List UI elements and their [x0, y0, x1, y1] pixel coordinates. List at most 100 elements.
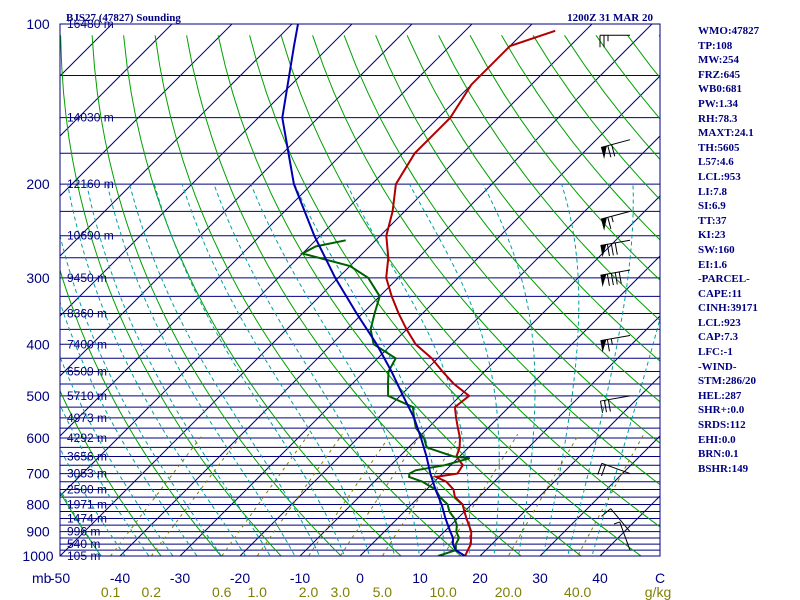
height-label: 4973 m [67, 411, 107, 425]
isotherm-line [119, 24, 653, 556]
height-label: 4292 m [67, 431, 107, 445]
dry-adiabat-line [91, 35, 342, 556]
wind-barb-shaft [619, 521, 631, 551]
moist-adiabat-line [60, 300, 198, 556]
temperature-tick-label: 10 [412, 570, 428, 586]
index-item: -PARCEL- [698, 273, 750, 286]
mixing-ratio-line [339, 433, 422, 556]
mixing-ratio-line [577, 433, 645, 556]
wind-barb-full [599, 400, 604, 413]
wind-barb [600, 269, 631, 288]
moist-adiabat-line [60, 233, 222, 556]
stability-indices: WMO:47827 TP:108 MW:254 FRZ:645 WB0:681 PW:1.… [698, 24, 798, 476]
mixing-ratio-label: 40.0 [564, 584, 591, 600]
isotherm-line [539, 435, 660, 556]
dry-adiabat-line [60, 490, 102, 556]
moist-adiabat-line [60, 355, 174, 556]
moist-adiabat-line [482, 183, 536, 556]
moist-adiabat-line [591, 316, 660, 556]
wind-barb-shaft [610, 508, 631, 532]
index-item: PW:1.34 [698, 97, 739, 110]
pressure-label: 500 [26, 388, 50, 404]
wind-barb-full [611, 144, 616, 157]
mixing-ratio-label: 10.0 [429, 584, 456, 600]
mixing-ratio-line [507, 433, 580, 556]
isobar-lines [60, 23, 660, 557]
dry-adiabat-line [280, 35, 660, 528]
isotherm-line [60, 24, 293, 257]
sounding-profiles [281, 24, 556, 556]
wind-barb-full [606, 244, 610, 257]
wind-barb [599, 395, 631, 413]
temperature-tick-label: 40 [592, 570, 608, 586]
moist-adiabat-lines [60, 183, 660, 556]
index-item: TP:108 [698, 39, 733, 52]
temperature-tick-label: 30 [532, 570, 548, 586]
moist-adiabat-line [153, 183, 346, 556]
pressure-label: 900 [26, 524, 50, 540]
moist-adiabat-line [129, 183, 321, 556]
height-label: 1474 m [67, 511, 107, 525]
wind-barb [600, 239, 631, 258]
moist-adiabat-line [250, 183, 420, 556]
mixing-ratio-label: 1.0 [247, 584, 267, 600]
index-item: WMO:47827 [698, 25, 760, 37]
temperature-tick-label: -10 [290, 570, 310, 586]
mixing-ratio-line [109, 433, 204, 556]
dry-adiabat-line [312, 35, 660, 486]
index-item: FRZ:645 [698, 68, 741, 81]
dry-adiabat-line [343, 35, 660, 444]
temperature-tick-label: -20 [230, 570, 250, 586]
wind-barb-half [613, 521, 620, 525]
temperature-tick-label: -30 [170, 570, 190, 586]
wind-barb-full [606, 273, 610, 286]
index-item: CAP:7.3 [698, 331, 739, 344]
sounding-time: 1200Z 31 MAR 20 [567, 12, 653, 24]
mixing-ratio-label: 5.0 [373, 584, 393, 600]
dry-adiabat-lines [60, 34, 660, 556]
height-label: 12160 m [67, 177, 114, 191]
temperature-tick-label: -40 [110, 570, 130, 586]
isotherm-line [60, 24, 173, 137]
height-label: 3053 m [67, 467, 107, 481]
wind-barb [600, 334, 631, 353]
dry-adiabat-line [469, 35, 660, 281]
index-item: EI:1.6 [698, 258, 728, 271]
isotherm-line [60, 24, 353, 317]
moist-adiabat-line [86, 183, 271, 556]
dewpoint-profile [299, 239, 471, 556]
index-item: STM:286/20 [698, 375, 757, 388]
dry-adiabat-line [406, 35, 660, 362]
height-label: 2500 m [67, 483, 107, 497]
wind-barb-pennant [601, 217, 607, 231]
index-item: LCL:953 [698, 170, 741, 183]
temperature-tick-label: 20 [472, 570, 488, 586]
height-label: 5710 m [67, 389, 107, 403]
height-label: 3656 m [67, 449, 107, 463]
index-item: LFC:-1 [698, 346, 733, 359]
index-item: MAXT:24.1 [698, 127, 754, 140]
height-label: 10690 m [67, 229, 114, 243]
height-label: 16480 m [67, 17, 114, 31]
dry-adiabat-line [60, 35, 282, 556]
index-item: HEL:287 [698, 389, 742, 402]
wind-barb-pennant [600, 274, 607, 288]
moist-adiabat-line [181, 183, 371, 556]
index-item: BRN:0.1 [698, 448, 739, 461]
dry-adiabat-line [438, 35, 660, 322]
wind-barb [613, 521, 631, 551]
moist-adiabat-line [408, 183, 500, 556]
isotherm-lines [60, 24, 660, 556]
pressure-label: 100 [26, 16, 50, 32]
index-item: SW:160 [698, 243, 735, 256]
height-label: 14030 m [67, 111, 114, 125]
temperature-tick-label: C [655, 570, 665, 586]
mixing-ratio-line [221, 433, 310, 556]
index-item: BSHR:149 [698, 462, 749, 475]
isotherm-line [479, 375, 660, 556]
mixing-ratio-label: 2.0 [299, 584, 319, 600]
wind-barb [601, 508, 631, 532]
wind-barb-pennant [600, 244, 607, 258]
pressure-label: 800 [26, 496, 50, 512]
temperature-tick-label: 0 [356, 570, 364, 586]
